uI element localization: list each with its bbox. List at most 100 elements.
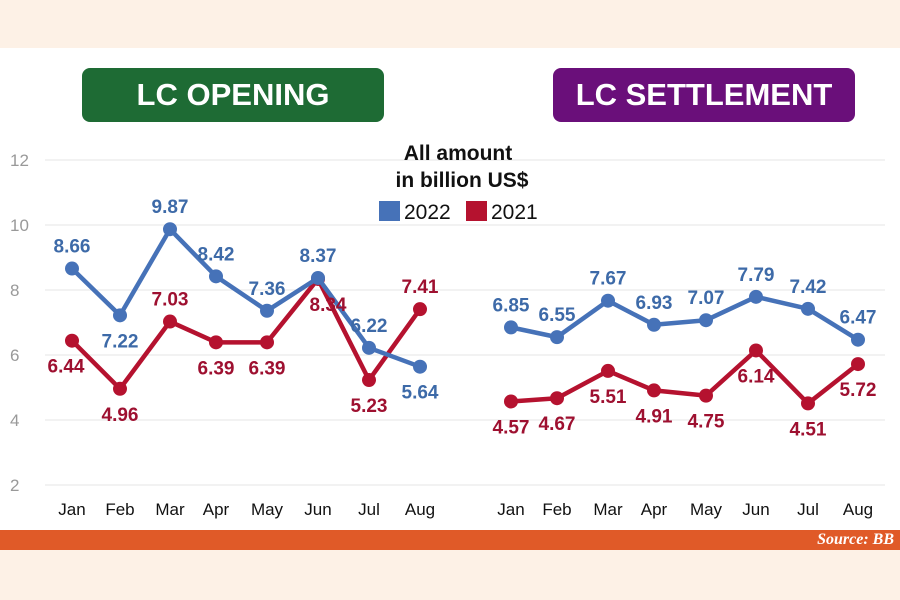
data-label-2022: 6.85 (493, 295, 530, 316)
lc-opening-title: LC OPENING (82, 68, 384, 122)
data-label-2021: 4.51 (790, 419, 827, 440)
x-tick-label: May (690, 500, 723, 519)
data-point-2022 (601, 293, 615, 308)
y-tick-label: 4 (10, 411, 19, 430)
data-label-2022: 6.22 (351, 316, 388, 337)
data-point-2021 (749, 343, 763, 358)
x-tick-label: Jul (797, 500, 819, 519)
source-text: Source: BB (817, 531, 894, 548)
data-point-2021 (504, 394, 518, 409)
data-label-2022: 8.37 (300, 246, 337, 267)
data-point-2021 (851, 357, 865, 372)
x-tick-label: Jun (304, 500, 331, 519)
chart-background (0, 48, 900, 530)
lc-settlement-title: LC SETTLEMENT (553, 68, 855, 122)
x-tick-label: Feb (105, 500, 134, 519)
data-label-2021: 4.67 (539, 414, 576, 435)
data-label-2021: 4.96 (102, 405, 139, 426)
source-bar: Source: BB (0, 530, 900, 550)
y-tick-label: 8 (10, 281, 19, 300)
data-point-2021 (801, 396, 815, 411)
data-point-2022 (260, 303, 274, 318)
x-tick-label: Mar (593, 500, 623, 519)
x-tick-label: Aug (405, 500, 435, 519)
data-label-2022: 8.42 (198, 244, 235, 265)
data-label-2021: 5.72 (840, 380, 877, 401)
data-label-2022: 6.55 (539, 305, 576, 326)
data-point-2022 (311, 270, 325, 285)
data-point-2022 (65, 261, 79, 276)
data-label-2022: 7.22 (102, 331, 139, 352)
x-tick-label: Jan (497, 500, 524, 519)
data-label-2021: 8.34 (310, 295, 347, 316)
data-point-2021 (699, 388, 713, 403)
data-point-2021 (601, 363, 615, 378)
x-tick-label: Mar (155, 500, 185, 519)
data-point-2022 (163, 222, 177, 237)
data-label-2021: 7.03 (152, 290, 189, 311)
series-line-2022 (70, 226, 421, 369)
x-tick-label: Jul (358, 500, 380, 519)
unit-note-line1: All amount (404, 142, 513, 165)
unit-note-line2: in billion US$ (395, 169, 528, 192)
data-label-2021: 5.51 (590, 387, 627, 408)
legend-label-2021: 2021 (491, 201, 538, 224)
data-point-2022 (550, 330, 564, 345)
data-label-2021: 6.39 (249, 358, 286, 379)
data-point-2022 (699, 313, 713, 328)
data-point-2022 (504, 320, 518, 335)
data-point-2022 (749, 289, 763, 304)
data-point-2021 (65, 333, 79, 348)
data-label-2021: 6.39 (198, 358, 235, 379)
x-tick-label: Apr (641, 500, 668, 519)
x-tick-label: Jun (742, 500, 769, 519)
legend-label-2022: 2022 (404, 201, 451, 224)
data-label-2022: 7.07 (688, 288, 725, 309)
series-line-2022 (510, 294, 860, 342)
data-label-2022: 7.79 (738, 265, 775, 286)
data-point-2022 (801, 301, 815, 316)
data-point-2022 (113, 308, 127, 323)
series-line-2021 (510, 348, 860, 406)
x-tick-label: Jan (58, 500, 85, 519)
data-label-2021: 7.41 (402, 277, 439, 298)
y-tick-label: 10 (10, 216, 29, 235)
legend-swatch-2022 (379, 201, 400, 221)
data-point-2021 (209, 335, 223, 350)
x-tick-label: Aug (843, 500, 873, 519)
data-point-2022 (647, 317, 661, 332)
data-label-2021: 6.14 (738, 366, 775, 387)
data-label-2022: 6.47 (840, 308, 877, 329)
data-label-2021: 4.57 (493, 417, 530, 438)
data-point-2021 (362, 373, 376, 388)
data-point-2021 (163, 314, 177, 329)
data-label-2021: 6.44 (48, 357, 85, 378)
data-label-2021: 4.91 (636, 406, 673, 427)
data-point-2022 (413, 359, 427, 374)
data-point-2021 (647, 383, 661, 398)
data-point-2022 (209, 269, 223, 284)
data-label-2022: 7.42 (790, 277, 827, 298)
legend-swatch-2021 (466, 201, 487, 221)
x-tick-label: Feb (542, 500, 571, 519)
data-label-2022: 7.36 (249, 279, 286, 300)
data-label-2021: 4.75 (688, 412, 725, 433)
data-point-2022 (362, 340, 376, 355)
x-tick-label: Apr (203, 500, 230, 519)
data-point-2022 (851, 332, 865, 347)
data-point-2021 (550, 391, 564, 406)
y-tick-label: 2 (10, 476, 19, 495)
data-point-2021 (260, 335, 274, 350)
data-label-2022: 6.93 (636, 293, 673, 314)
y-tick-label: 12 (10, 151, 29, 170)
series-line-2021 (70, 276, 422, 392)
data-label-2022: 7.67 (590, 269, 627, 290)
data-label-2022: 8.66 (54, 237, 91, 258)
data-point-2021 (113, 381, 127, 396)
data-point-2021 (413, 302, 427, 317)
x-tick-label: May (251, 500, 284, 519)
data-label-2022: 9.87 (152, 197, 189, 218)
y-tick-label: 6 (10, 346, 19, 365)
data-label-2022: 5.64 (402, 383, 439, 404)
